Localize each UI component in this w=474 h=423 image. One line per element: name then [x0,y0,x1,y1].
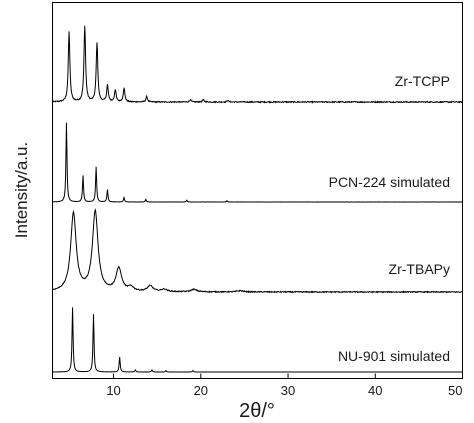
series-line-1 [52,25,463,104]
x-tick-label-30: 30 [281,383,295,398]
x-tick-label-20: 20 [194,383,208,398]
x-ticks: 10 20 30 40 50 [106,373,463,398]
series-line-2 [52,122,463,203]
series-line-3 [52,207,463,294]
series-label-3: Zr-TBAPy [389,261,450,277]
y-axis-label: Intensity/a.u. [12,142,31,238]
x-tick-label-40: 40 [368,383,382,398]
series-group [52,25,463,373]
series-label-2: PCN-224 simulated [329,174,450,190]
x-tick-label-10: 10 [106,383,120,398]
plot-frame [52,2,463,379]
series-labels: Zr-TCPP PCN-224 simulated Zr-TBAPy NU-901 s… [329,73,450,364]
series-label-4: NU-901 simulated [338,348,450,364]
x-tick-label-50: 50 [448,383,462,398]
series-line-4 [52,307,463,373]
x-axis-label: 2θ/° [239,400,275,422]
series-label-1: Zr-TCPP [395,73,450,89]
